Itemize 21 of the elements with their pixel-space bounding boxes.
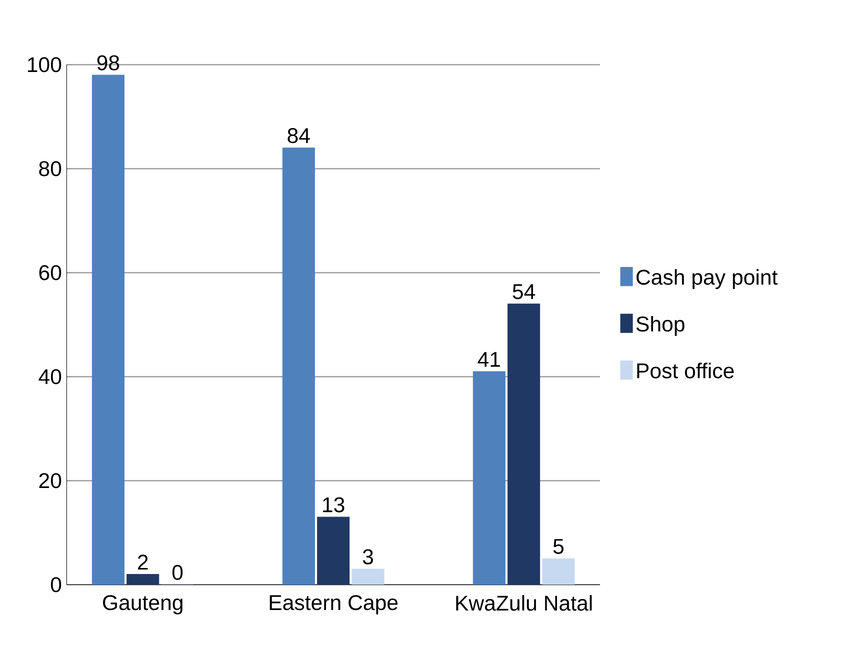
y-tick-label: 80 <box>39 161 62 176</box>
legend-label: Shop <box>636 316 684 336</box>
y-tick-label: 100 <box>28 57 62 72</box>
data-label: 84 <box>288 128 310 144</box>
legend-label: Post office <box>637 362 734 378</box>
data-label: 98 <box>97 55 120 70</box>
y-tick-label: 40 <box>38 369 62 384</box>
data-label: 0 <box>172 564 183 580</box>
x-tick-label: Gauteng <box>103 595 182 614</box>
y-tick-label: 60 <box>39 265 62 280</box>
data-label: 5 <box>553 539 564 554</box>
x-tick-label: KwaZulu Natal <box>456 595 592 611</box>
x-tick-label: Eastern Cape <box>270 595 398 614</box>
data-label: 13 <box>323 497 344 512</box>
data-label: 41 <box>478 352 500 367</box>
y-tick-label: 0 <box>50 577 62 592</box>
data-label: 54 <box>512 284 536 300</box>
data-label: 3 <box>362 549 373 564</box>
y-tick-label: 20 <box>39 473 62 488</box>
data-label: 2 <box>138 554 148 570</box>
legend-label: Cash pay point <box>636 269 778 290</box>
